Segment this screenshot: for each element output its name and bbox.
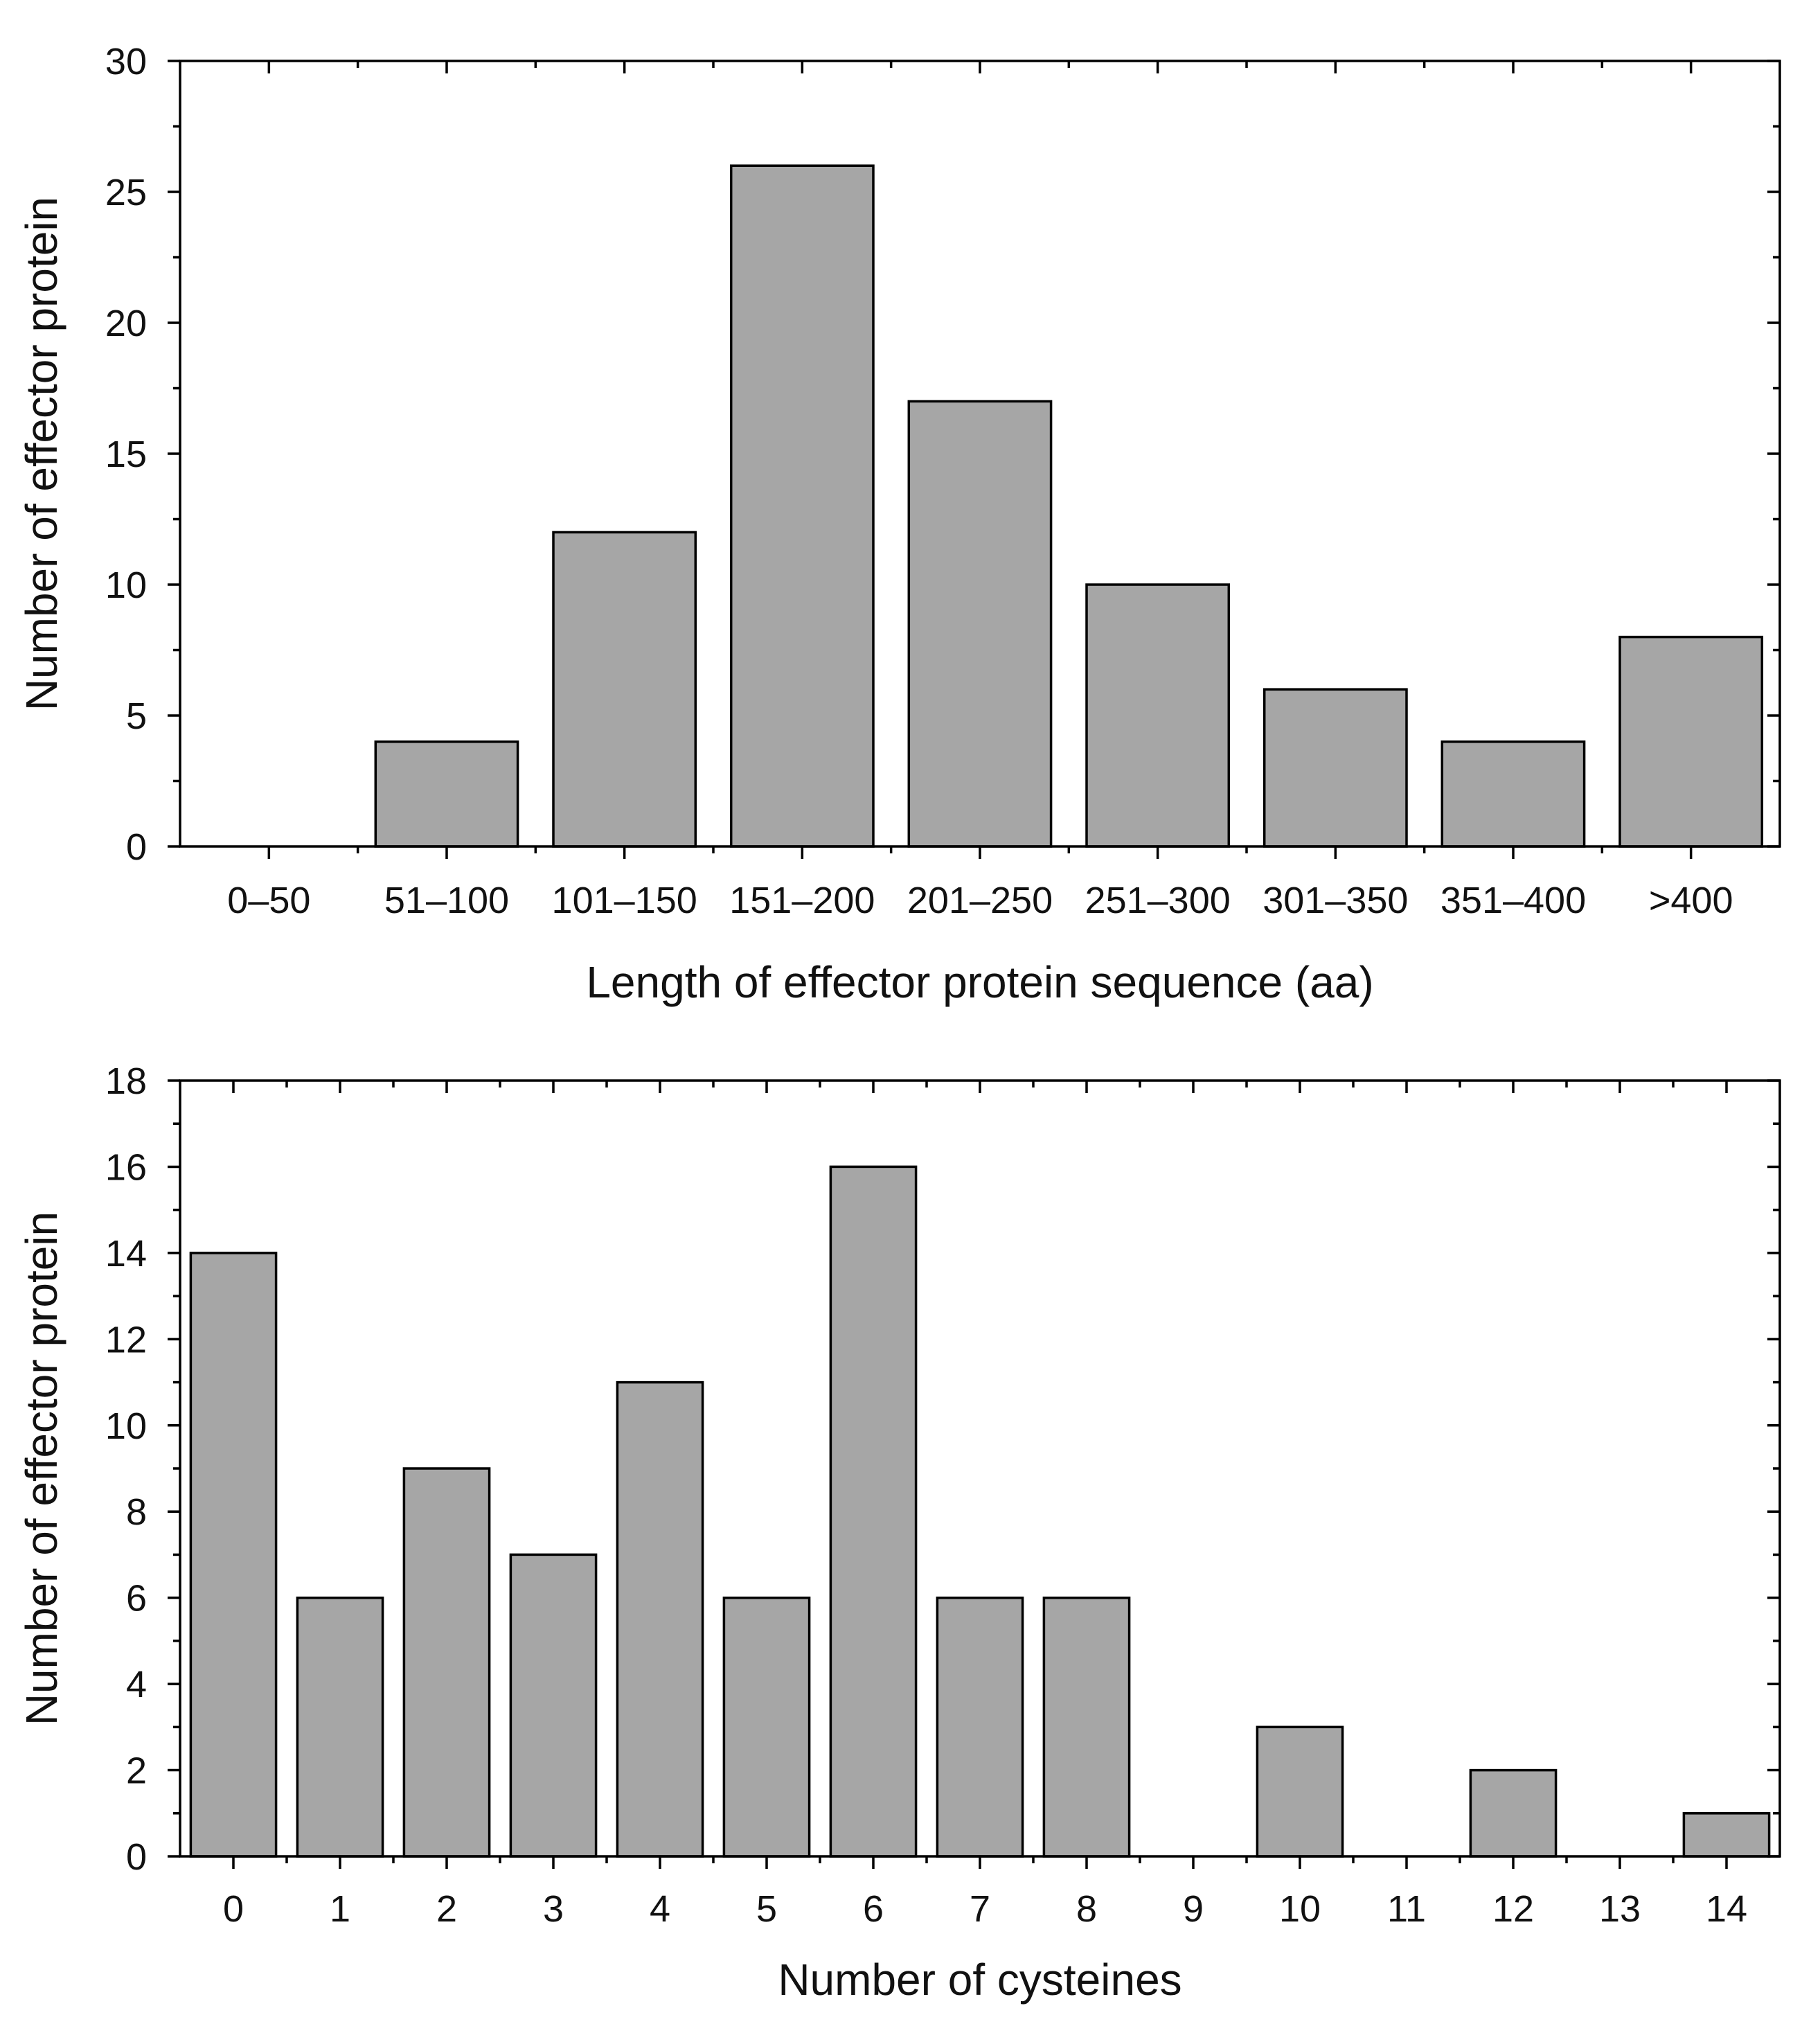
y-tick-label: 2 — [126, 1750, 147, 1792]
y-tick-label: 6 — [126, 1578, 147, 1619]
y-tick-label: 16 — [105, 1146, 147, 1188]
x-tick-label: 14 — [1706, 1888, 1747, 1930]
x-tick-label: 6 — [863, 1888, 884, 1930]
x-tick-label: 8 — [1076, 1888, 1097, 1930]
x-tick-label: 11 — [1387, 1888, 1426, 1930]
y-tick-label: 10 — [105, 565, 147, 606]
x-tick-label: 0 — [223, 1888, 244, 1930]
x-tick-label: 2 — [436, 1888, 457, 1930]
bar-10 — [1256, 1725, 1344, 1858]
bar-101–150 — [552, 531, 697, 848]
x-tick-label: 10 — [1279, 1888, 1321, 1930]
y-tick-label: 8 — [126, 1491, 147, 1533]
x-tick-label: 251–300 — [1085, 880, 1231, 921]
x-tick-label: 5 — [756, 1888, 777, 1930]
x-tick-label: 351–400 — [1440, 880, 1586, 921]
y-tick-label: 0 — [126, 1836, 147, 1878]
y-tick-label: 25 — [105, 172, 147, 213]
bar-2 — [402, 1467, 491, 1858]
bar-4 — [616, 1381, 704, 1858]
x-tick-label: 9 — [1183, 1888, 1204, 1930]
y-tick-label: 30 — [105, 41, 147, 82]
bar-7 — [936, 1596, 1024, 1858]
x-tick-label: 51–100 — [384, 880, 509, 921]
x-tick-label: 151–200 — [729, 880, 875, 921]
x-tick-label: >400 — [1649, 880, 1733, 921]
x-tick-label: 301–350 — [1263, 880, 1408, 921]
y-tick-label: 14 — [105, 1233, 147, 1275]
x-tick-label: 7 — [970, 1888, 990, 1930]
length-histogram: 0 5 10 15 20 25 30 0–50 51–100 101–150 151–200 201–… — [17, 41, 1781, 1007]
y-tick-label: 4 — [126, 1664, 147, 1705]
bar-301–350 — [1263, 688, 1408, 848]
y-tick-label: 18 — [105, 1060, 147, 1102]
x-tick-label: 101–150 — [552, 880, 697, 921]
bar-351–400 — [1440, 740, 1586, 848]
x-axis-title: Number of cysteines — [778, 1955, 1181, 2005]
bar-3 — [509, 1553, 598, 1858]
bar-201–250 — [907, 400, 1053, 848]
x-tick-label: 12 — [1492, 1888, 1534, 1930]
x-tick-label: 1 — [330, 1888, 350, 1930]
bar-1 — [296, 1596, 384, 1858]
y-tick-label: 15 — [105, 434, 147, 475]
bar-12 — [1469, 1768, 1558, 1858]
y-tick-label: 0 — [126, 826, 147, 868]
x-tick-label: 13 — [1599, 1888, 1641, 1930]
y-axis-title: Number of effector protein — [17, 1211, 66, 1725]
y-axis-title: Number of effector protein — [17, 197, 66, 711]
bar-5 — [722, 1596, 811, 1858]
y-tick-label: 12 — [105, 1319, 147, 1360]
bar-51–100 — [374, 740, 519, 848]
bar-6 — [829, 1165, 918, 1858]
y-tick-label: 20 — [105, 303, 147, 344]
x-tick-label: 3 — [543, 1888, 564, 1930]
bar-251–300 — [1085, 583, 1231, 848]
x-tick-label: 4 — [650, 1888, 670, 1930]
bar-14 — [1682, 1812, 1771, 1858]
x-tick-label: 201–250 — [907, 880, 1053, 921]
x-tick-label: 0–50 — [227, 880, 310, 921]
bar-151–200 — [729, 164, 875, 848]
bar-8 — [1042, 1596, 1131, 1858]
y-tick-label: 5 — [126, 695, 147, 737]
x-axis-title: Length of effector protein sequence (aa) — [586, 957, 1373, 1007]
bar->400 — [1618, 635, 1764, 848]
bar-0 — [189, 1252, 278, 1858]
y-tick-label: 10 — [105, 1405, 147, 1447]
